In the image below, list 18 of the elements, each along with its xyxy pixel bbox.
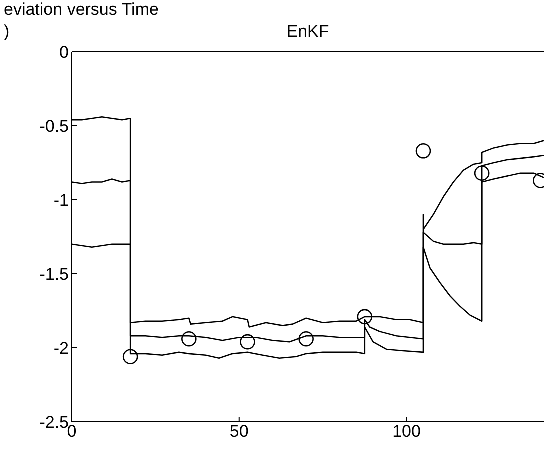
chart-subtitle: EnKF [286,22,330,42]
point [474,166,490,182]
y-tick-label: -1 [54,191,69,210]
y-tick-label: -0.5 [40,117,69,136]
point [182,331,197,347]
text: ) [4,22,10,41]
y-tick-label: -2 [54,339,69,358]
y-tick-label: -2.5 [40,413,69,432]
x-tick-label: 50 [230,422,249,442]
chart-title: eviation versus Time [4,0,159,20]
point [240,334,256,350]
x-tick-label: 100 [392,422,421,442]
point [357,309,373,325]
point [298,331,314,347]
y-tick-label: 0 [60,43,69,62]
point [122,349,138,365]
point [416,144,432,159]
y-tick-label: -1.5 [40,265,69,284]
